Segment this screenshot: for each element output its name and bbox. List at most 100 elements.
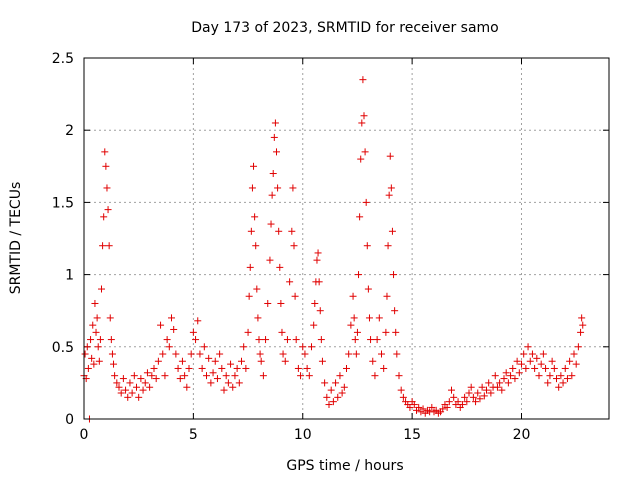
data-point: [375, 314, 383, 322]
data-point: [257, 357, 265, 365]
data-point: [233, 364, 241, 372]
data-point: [500, 375, 508, 383]
data-point: [87, 336, 95, 344]
data-point: [321, 379, 329, 387]
data-point: [469, 393, 477, 401]
y-tick-label: 1.5: [52, 195, 74, 211]
data-point: [218, 364, 226, 372]
data-point: [397, 386, 405, 394]
data-point: [308, 343, 315, 351]
data-point: [268, 191, 276, 199]
data-point: [235, 379, 243, 387]
data-point: [325, 401, 333, 409]
data-point: [386, 152, 394, 160]
data-point: [392, 328, 400, 336]
data-point: [115, 383, 123, 391]
data-point: [165, 343, 173, 351]
data-point: [572, 360, 580, 368]
chart-title: Day 173 of 2023, SRMTID for receiver sam…: [191, 20, 499, 36]
data-point: [371, 372, 379, 380]
data-point: [511, 375, 519, 383]
data-point: [568, 372, 576, 380]
x-tick-label: 15: [403, 427, 421, 443]
data-point: [207, 379, 215, 387]
data-point: [170, 325, 178, 333]
data-point: [559, 379, 567, 387]
data-point: [211, 357, 219, 365]
data-point: [502, 369, 510, 377]
data-point: [561, 364, 569, 372]
data-point: [428, 403, 436, 411]
data-point: [577, 328, 585, 336]
data-point: [101, 148, 109, 156]
data-point: [504, 379, 512, 387]
data-point: [250, 162, 258, 170]
data-point: [254, 314, 262, 322]
data-point: [137, 375, 145, 383]
data-point: [231, 372, 239, 380]
data-point: [535, 372, 543, 380]
data-point: [150, 364, 158, 372]
data-point: [113, 379, 121, 387]
data-point: [550, 364, 558, 372]
data-point: [220, 386, 228, 394]
data-point: [448, 386, 455, 394]
data-point: [480, 392, 488, 400]
data-point: [467, 383, 475, 391]
data-point: [159, 350, 167, 358]
data-point: [100, 213, 108, 221]
data-point: [393, 350, 401, 358]
data-point: [283, 336, 291, 344]
data-point: [369, 357, 377, 365]
data-point: [498, 386, 506, 394]
data-points: [80, 76, 587, 423]
data-point: [291, 292, 299, 300]
data-point: [378, 350, 385, 358]
data-point: [395, 372, 403, 380]
data-point: [222, 372, 230, 380]
data-point: [461, 393, 469, 401]
data-point: [345, 350, 353, 358]
data-point: [557, 372, 565, 380]
data-point: [161, 372, 169, 380]
data-point: [251, 213, 259, 221]
data-point: [522, 364, 530, 372]
data-point: [474, 389, 482, 397]
data-point: [187, 350, 195, 358]
data-point: [108, 350, 116, 358]
data-point: [84, 364, 92, 372]
data-point: [269, 170, 277, 178]
data-point: [563, 375, 571, 383]
data-point: [174, 364, 182, 372]
y-axis-label: SRMTID / TECUs: [8, 182, 24, 295]
data-point: [281, 357, 289, 365]
data-point: [198, 364, 206, 372]
data-point: [485, 379, 493, 387]
data-point: [105, 242, 113, 250]
data-point: [388, 227, 396, 235]
data-point: [194, 317, 202, 325]
data-point: [290, 242, 298, 250]
data-point: [493, 383, 501, 391]
data-point: [334, 393, 342, 401]
data-point: [245, 292, 253, 300]
data-point: [352, 350, 360, 358]
data-point: [340, 383, 348, 391]
data-point: [353, 328, 361, 336]
data-point: [276, 263, 284, 271]
data-point: [531, 364, 539, 372]
data-point: [454, 398, 462, 406]
data-point: [478, 383, 486, 391]
data-point: [387, 184, 395, 192]
data-point: [88, 354, 96, 362]
data-point: [126, 379, 134, 387]
data-point: [279, 350, 287, 358]
data-point: [267, 220, 275, 228]
data-point: [83, 343, 91, 351]
data-point: [92, 328, 100, 336]
data-point: [329, 398, 337, 406]
data-point: [362, 198, 370, 206]
data-point: [579, 321, 587, 329]
data-point: [419, 405, 427, 413]
data-point: [103, 184, 111, 192]
